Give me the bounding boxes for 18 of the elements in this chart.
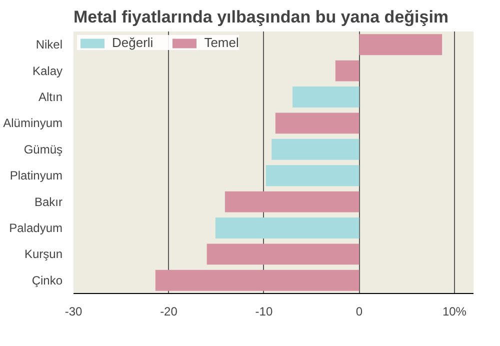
legend-label: Temel bbox=[204, 35, 239, 50]
chart-title: Metal fiyatlarında yılbaşından bu yana değişim bbox=[74, 8, 449, 26]
x-tick-label: -20 bbox=[160, 304, 178, 318]
y-tick-label: Gümüş bbox=[24, 142, 63, 156]
y-tick-label: Nikel bbox=[36, 38, 62, 52]
y-tick-label: Kurşun bbox=[24, 247, 63, 262]
y-tick-label: Paladyum bbox=[9, 221, 63, 235]
x-tick-label: -30 bbox=[64, 304, 82, 318]
y-tick-label: Altın bbox=[38, 90, 63, 104]
y-tick-label: Bakır bbox=[34, 194, 63, 209]
x-tick-label: -10 bbox=[255, 304, 273, 318]
y-tick-label: Çinko bbox=[32, 273, 63, 288]
y-tick-label: Platinyum bbox=[10, 168, 63, 183]
x-tick-label: 0 bbox=[356, 304, 363, 318]
y-tick-label: Alüminyum bbox=[3, 116, 63, 130]
y-tick-label: Kalay bbox=[32, 64, 63, 78]
legend-label: Değerli bbox=[112, 35, 154, 50]
x-tick-label: 10% bbox=[442, 304, 467, 318]
